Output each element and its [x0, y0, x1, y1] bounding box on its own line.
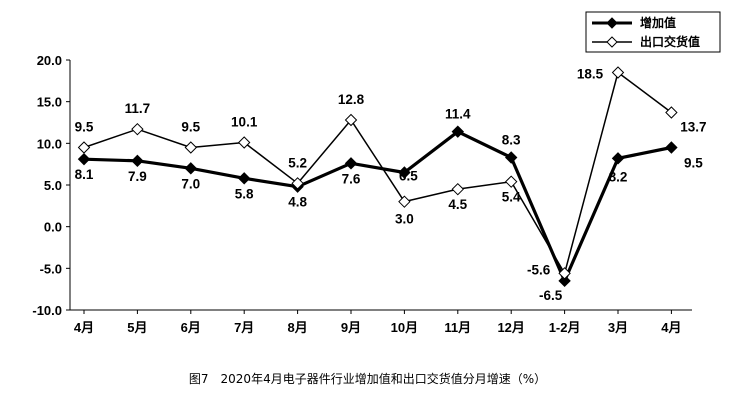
data-point-s1-3 — [237, 136, 251, 149]
data-label-s1-10: 18.5 — [577, 67, 604, 82]
data-point-s0-8 — [504, 151, 518, 164]
data-label-s0-2: 7.0 — [181, 176, 200, 191]
y-tick-label: 10.0 — [37, 136, 62, 151]
legend: 增加值 出口交货值 — [585, 11, 721, 53]
y-tick-label: -5.0 — [40, 261, 62, 276]
data-label-s1-6: 3.0 — [395, 212, 414, 227]
data-point-s0-2 — [184, 162, 198, 175]
data-label-s1-5: 12.8 — [338, 92, 365, 107]
data-label-s1-2: 9.5 — [181, 120, 200, 135]
data-label-s0-9: -6.5 — [539, 288, 563, 303]
y-tick-label: -10.0 — [32, 303, 62, 318]
legend-label-1: 出口交货值 — [640, 34, 700, 49]
data-point-s1-6 — [398, 195, 411, 208]
x-tick-label: 1-2月 — [549, 320, 581, 335]
data-point-s0-0 — [77, 152, 91, 166]
y-tick-label: 0.0 — [44, 220, 62, 235]
y-tick-label: 5.0 — [44, 178, 62, 193]
x-tick-label: 9月 — [341, 320, 361, 335]
data-label-s0-1: 7.9 — [128, 169, 147, 184]
axes: -10.0 -5.0 0.0 5.0 10.0 15.0 20.0 4月 5月 6月 7月 8月 9月 1… — [32, 53, 692, 335]
y-tick-label: 20.0 — [37, 53, 62, 68]
data-label-s1-3: 10.1 — [231, 115, 258, 130]
data-point-s1-4 — [291, 177, 304, 190]
x-tick-label: 3月 — [608, 320, 628, 335]
data-point-s1-11 — [665, 106, 678, 119]
figure-caption: 图7 2020年4月电子器件行业增加值和出口交货值分月增速（%） — [188, 372, 547, 386]
data-point-s1-9 — [558, 267, 571, 280]
data-label-s0-6: 6.5 — [399, 169, 418, 184]
data-label-s0-4: 4.8 — [288, 195, 307, 210]
data-point-s0-11 — [665, 141, 678, 154]
data-label-s0-7: 11.4 — [445, 107, 471, 122]
data-point-s1-2 — [184, 141, 198, 154]
data-label-s1-7: 4.5 — [448, 197, 467, 212]
data-label-s0-11: 9.5 — [684, 156, 703, 171]
data-label-s0-0: 8.1 — [75, 167, 94, 182]
data-point-s1-8 — [504, 175, 518, 188]
data-point-s0-7 — [451, 125, 465, 138]
x-tick-label: 6月 — [181, 320, 201, 335]
data-label-s0-10: 8.2 — [609, 169, 628, 184]
legend-marker-0 — [606, 17, 618, 29]
data-point-s0-6 — [398, 166, 411, 179]
data-point-s1-1 — [131, 122, 144, 136]
series-line-1 — [83, 71, 672, 275]
data-label-s1-0: 9.5 — [75, 120, 94, 135]
data-label-s0-8: 8.3 — [502, 133, 521, 148]
data-label-s0-3: 5.8 — [235, 186, 254, 201]
data-labels: 8.1 7.9 7.0 5.8 4.8 7.6 6.5 11.4 8.3 -6.5 8.2 9.5 9.… — [75, 67, 707, 303]
legend-label-0: 增加值 — [640, 15, 676, 30]
data-label-s1-9: -5.6 — [527, 262, 551, 277]
data-point-s1-0 — [77, 141, 91, 154]
x-tick-label: 12月 — [497, 320, 524, 335]
data-point-s0-5 — [344, 157, 358, 170]
data-label-s0-5: 7.6 — [342, 171, 361, 186]
chart: -10.0 -5.0 0.0 5.0 10.0 15.0 20.0 4月 5月 6月 7月 8月 9月 1… — [32, 11, 721, 335]
data-point-s1-10 — [611, 66, 625, 79]
x-tick-label: 7月 — [234, 320, 254, 335]
x-tick-label: 8月 — [287, 320, 307, 335]
y-tick-label: 15.0 — [37, 95, 62, 110]
x-tick-label: 4月 — [661, 320, 681, 335]
series-group — [77, 66, 678, 288]
data-label-s1-1: 11.7 — [125, 101, 151, 116]
data-point-s0-10 — [611, 152, 625, 165]
data-label-s1-11: 13.7 — [680, 120, 706, 135]
legend-marker-1 — [606, 36, 618, 48]
data-point-s1-5 — [344, 113, 358, 127]
data-point-s0-9 — [558, 274, 571, 288]
series-line-0 — [83, 130, 672, 283]
legend-box — [585, 11, 721, 53]
x-tick-label: 10月 — [391, 320, 418, 335]
x-tick-label: 4月 — [74, 320, 94, 335]
x-tick-label: 5月 — [127, 320, 147, 335]
x-tick-label: 11月 — [444, 320, 471, 335]
data-label-s1-8: 5.4 — [502, 190, 521, 205]
data-label-s1-4: 5.2 — [288, 155, 307, 170]
data-point-s0-1 — [131, 154, 144, 168]
data-point-s1-7 — [451, 182, 465, 196]
data-point-s0-3 — [237, 172, 251, 185]
